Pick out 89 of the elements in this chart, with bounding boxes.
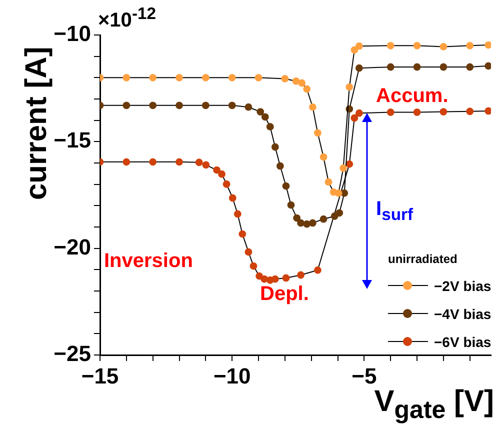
point <box>320 153 328 161</box>
point <box>340 164 348 172</box>
point <box>281 75 289 82</box>
text: ×10$^{-12}$ <box>98 4 156 33</box>
annotation: I$_{surf}$ <box>376 198 414 225</box>
point <box>271 275 279 283</box>
point <box>440 108 448 116</box>
point <box>350 114 358 122</box>
point <box>202 74 210 82</box>
y-tick-label: −10 <box>54 21 91 46</box>
point <box>218 170 226 178</box>
point <box>195 158 203 166</box>
point <box>250 262 258 270</box>
point <box>244 103 252 111</box>
point <box>484 41 491 49</box>
point <box>355 109 363 117</box>
point <box>122 74 130 82</box>
point <box>413 108 421 116</box>
point <box>346 160 354 168</box>
point <box>303 85 311 93</box>
point <box>314 129 322 137</box>
annotation: Accum. <box>376 85 448 108</box>
point <box>261 113 269 121</box>
point <box>466 63 474 71</box>
point <box>238 230 246 238</box>
point <box>324 178 332 186</box>
point <box>314 266 322 274</box>
point <box>176 102 183 110</box>
point <box>297 271 304 279</box>
point <box>308 103 316 111</box>
point <box>149 74 157 82</box>
x-tick-label: −5 <box>352 363 377 388</box>
point <box>386 63 394 71</box>
point <box>484 62 491 70</box>
point <box>244 248 252 256</box>
point <box>320 215 328 223</box>
point <box>271 143 279 151</box>
point <box>202 102 210 110</box>
y-axis-title: current [A] <box>20 46 54 200</box>
legend-label: −4V bias <box>434 306 492 322</box>
annotation: Depl. <box>260 283 309 306</box>
point <box>282 274 290 282</box>
point <box>228 194 236 202</box>
point <box>386 108 394 116</box>
point <box>276 162 284 170</box>
point <box>122 102 130 110</box>
x-tick-label: −10 <box>213 363 251 388</box>
point <box>222 180 230 188</box>
point <box>440 63 448 71</box>
point <box>287 201 295 209</box>
point <box>234 210 242 218</box>
point <box>466 108 474 116</box>
point <box>256 108 264 116</box>
point <box>297 219 304 227</box>
point <box>413 63 421 71</box>
point <box>254 74 262 82</box>
y-tick-label: −15 <box>54 128 91 153</box>
point <box>355 42 363 50</box>
x-axis-title: V$_{gate}$ [V] <box>374 385 494 425</box>
point <box>350 46 358 54</box>
point <box>484 107 491 115</box>
point <box>386 42 394 50</box>
legend-title: unirradiated <box>388 252 458 266</box>
point <box>413 42 421 50</box>
point <box>308 219 316 227</box>
point <box>228 74 236 82</box>
point <box>176 158 183 166</box>
point <box>202 161 210 169</box>
point <box>228 102 236 110</box>
point <box>298 79 306 87</box>
point <box>336 209 344 217</box>
point <box>213 166 220 174</box>
point <box>149 158 157 166</box>
point <box>292 77 300 85</box>
point <box>149 102 157 110</box>
point <box>334 189 342 197</box>
point <box>355 64 363 72</box>
point <box>176 74 183 82</box>
point <box>440 43 448 50</box>
point <box>346 83 354 91</box>
point <box>266 123 274 130</box>
point <box>293 214 301 222</box>
legend-label: −6V bias <box>434 334 492 350</box>
legend-label: −2V bias <box>434 278 492 294</box>
point <box>282 182 290 190</box>
point <box>466 42 474 50</box>
point <box>122 158 130 166</box>
annotation: Inversion <box>104 250 193 273</box>
y-tick-label: −20 <box>54 234 91 260</box>
